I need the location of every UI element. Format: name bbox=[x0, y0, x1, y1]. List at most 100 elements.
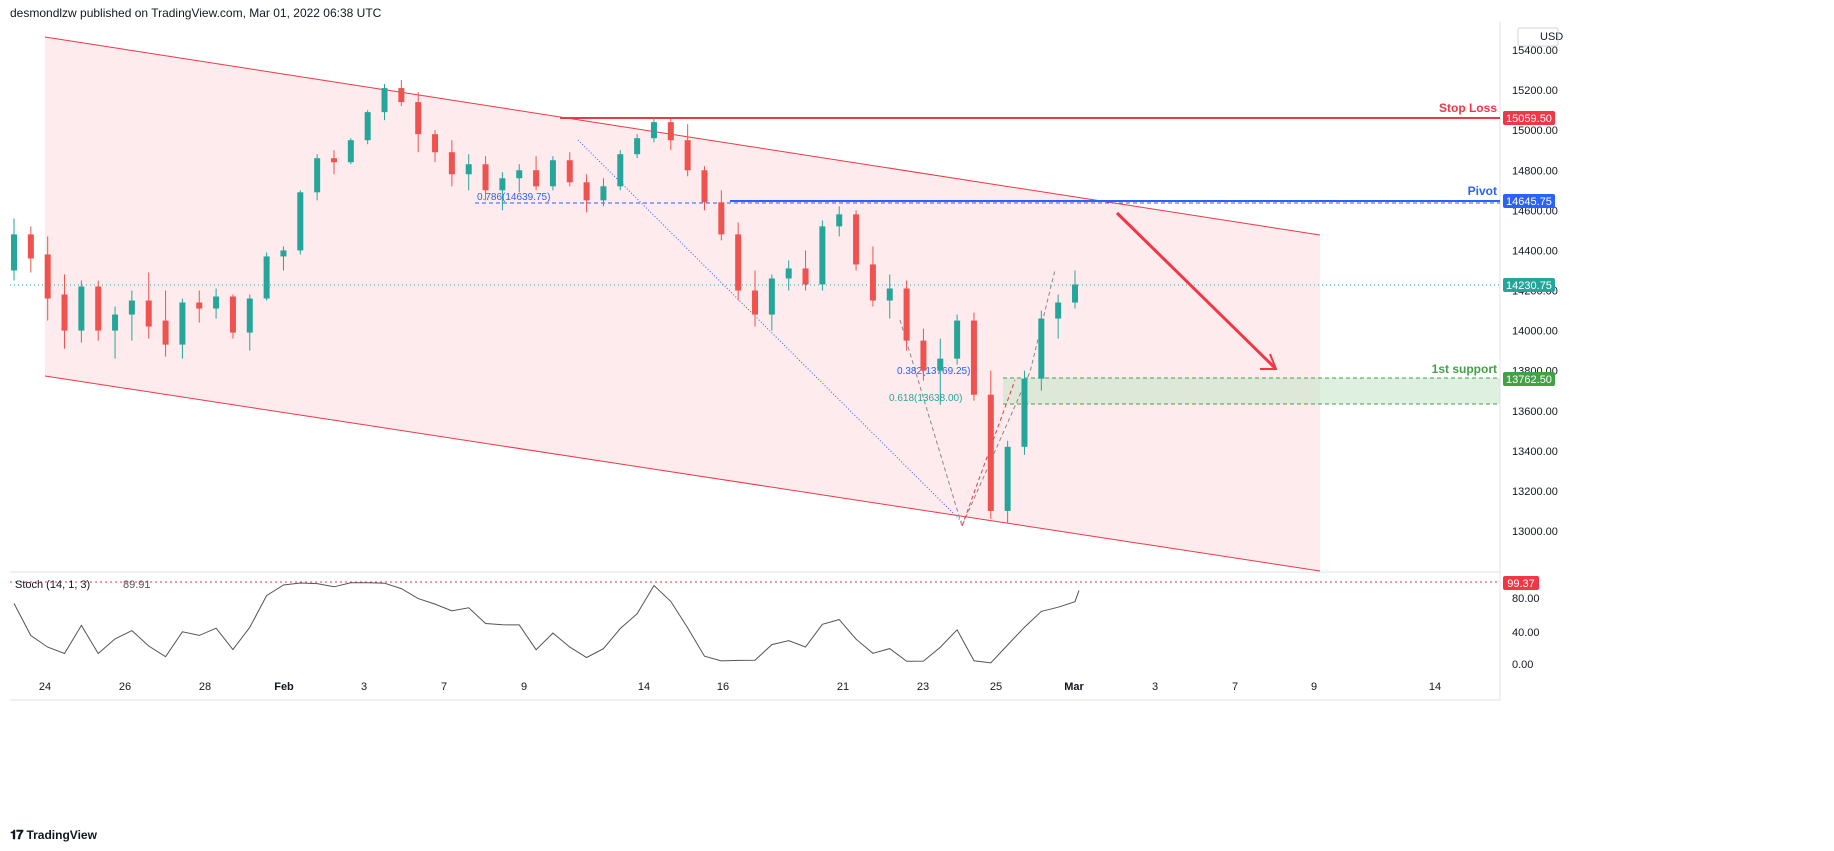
projection-arrow bbox=[1115, 211, 1278, 370]
fib-786-label: 0.786(14639.75) bbox=[477, 192, 550, 203]
candle bbox=[11, 218, 17, 281]
price-tick-label: 13400.00 bbox=[1512, 446, 1558, 458]
time-tick-label: 28 bbox=[199, 681, 211, 693]
candle bbox=[718, 190, 725, 241]
candle bbox=[297, 190, 304, 255]
candle bbox=[735, 222, 742, 301]
time-tick-label: 26 bbox=[119, 681, 131, 693]
last-price-badge: 14230.75 bbox=[1503, 278, 1555, 292]
svg-text:14230.75: 14230.75 bbox=[1506, 280, 1552, 292]
candle bbox=[112, 306, 119, 359]
publisher-header: desmondlzw published on TradingView.com,… bbox=[10, 6, 382, 20]
fib-382-label: 0.382(13769.25) bbox=[897, 366, 970, 377]
price-tick-label: 14400.00 bbox=[1512, 245, 1558, 257]
support-label: 1st support bbox=[1432, 362, 1497, 376]
candle bbox=[381, 84, 388, 121]
stoch-tick-80: 80.00 bbox=[1512, 593, 1540, 605]
candle bbox=[987, 370, 994, 519]
candle bbox=[1021, 370, 1028, 455]
fib-618-label: 0.618(13638.00) bbox=[889, 393, 962, 404]
candle bbox=[970, 312, 977, 401]
candle bbox=[1004, 440, 1011, 523]
candle bbox=[516, 164, 523, 193]
candle bbox=[634, 134, 641, 159]
candle bbox=[44, 236, 51, 321]
candle bbox=[853, 210, 860, 271]
stoch-line bbox=[13, 582, 1080, 664]
candle bbox=[330, 150, 337, 175]
candle bbox=[1055, 294, 1062, 339]
time-tick-label: 24 bbox=[39, 681, 51, 693]
candle bbox=[549, 156, 556, 191]
time-tick-label: 3 bbox=[1152, 681, 1158, 693]
candle bbox=[667, 118, 674, 151]
candle bbox=[1038, 310, 1045, 391]
candle bbox=[27, 226, 34, 273]
stoch-title: Stoch (14, 1, 3) bbox=[15, 579, 90, 591]
time-tick-label: 7 bbox=[441, 681, 447, 693]
candle bbox=[482, 156, 489, 201]
time-tick-label: 23 bbox=[917, 681, 929, 693]
stoch-value: 89.91 bbox=[123, 579, 151, 591]
stop-loss-badge: 15059.50 bbox=[1503, 111, 1555, 125]
candle bbox=[583, 174, 590, 213]
candle bbox=[364, 110, 371, 145]
candle bbox=[819, 220, 826, 291]
candle bbox=[415, 92, 422, 153]
time-tick-label: 25 bbox=[990, 681, 1002, 693]
candle bbox=[347, 138, 354, 165]
candle bbox=[903, 280, 910, 351]
candle bbox=[432, 130, 439, 163]
candle bbox=[650, 118, 657, 143]
time-tick-label: 14 bbox=[1429, 681, 1441, 693]
tradingview-logo-icon: 𝟏𝟕 bbox=[10, 827, 24, 842]
svg-text:13762.50: 13762.50 bbox=[1506, 374, 1552, 386]
candle bbox=[920, 328, 927, 381]
candle bbox=[213, 288, 220, 319]
price-tick-label: 15200.00 bbox=[1512, 85, 1558, 97]
candle bbox=[684, 124, 691, 177]
price-chart[interactable]: 0.786(14639.75) 0.382(13769.25) 0.618(13… bbox=[0, 0, 1834, 820]
candle bbox=[78, 280, 85, 343]
candle bbox=[886, 274, 893, 319]
candles bbox=[11, 80, 1078, 523]
svg-text:15059.50: 15059.50 bbox=[1506, 113, 1552, 125]
candle bbox=[617, 150, 624, 191]
candle bbox=[768, 274, 775, 331]
support-zone bbox=[1003, 378, 1500, 404]
price-tick-label: 14800.00 bbox=[1512, 165, 1558, 177]
candle bbox=[162, 290, 169, 357]
footer-brand[interactable]: 𝟏𝟕 TradingView bbox=[10, 827, 97, 843]
fib-retrace-line bbox=[577, 139, 963, 523]
candle bbox=[179, 298, 186, 359]
price-tick-label: 15000.00 bbox=[1512, 125, 1558, 137]
channel-lower-line bbox=[44, 375, 1321, 572]
candle bbox=[785, 260, 792, 291]
time-tick-label: Feb bbox=[274, 681, 294, 693]
currency-label: USD bbox=[1540, 31, 1563, 43]
candle bbox=[1072, 270, 1078, 309]
candle bbox=[95, 280, 102, 341]
time-tick-label: 3 bbox=[361, 681, 367, 693]
price-tick-label: 14000.00 bbox=[1512, 326, 1558, 338]
candle bbox=[533, 156, 540, 191]
support-badge: 13762.50 bbox=[1503, 372, 1555, 386]
candle bbox=[196, 290, 203, 323]
price-tick-label: 13000.00 bbox=[1512, 526, 1558, 538]
currency-box[interactable] bbox=[1517, 27, 1559, 47]
candle bbox=[701, 166, 708, 211]
time-tick-label: 9 bbox=[521, 681, 527, 693]
stoch-badge: 99.37 bbox=[1503, 576, 1539, 590]
candle bbox=[128, 290, 135, 341]
candle bbox=[398, 80, 405, 107]
candle bbox=[499, 172, 506, 211]
candle bbox=[937, 338, 944, 405]
price-ticks: 15400.00 15200.00 15000.00 14800.00 14600.00… bbox=[1512, 45, 1558, 538]
candle bbox=[600, 178, 607, 207]
candle bbox=[246, 294, 253, 351]
candle bbox=[465, 154, 472, 191]
time-ticks: 24 26 28 Feb 3 7 9 14 16 21 23 25 Mar 3 7 9 14 bbox=[39, 681, 1441, 693]
time-tick-label: 21 bbox=[837, 681, 849, 693]
svg-text:99.37: 99.37 bbox=[1507, 578, 1535, 590]
stoch-tick-0: 0.00 bbox=[1512, 659, 1533, 671]
